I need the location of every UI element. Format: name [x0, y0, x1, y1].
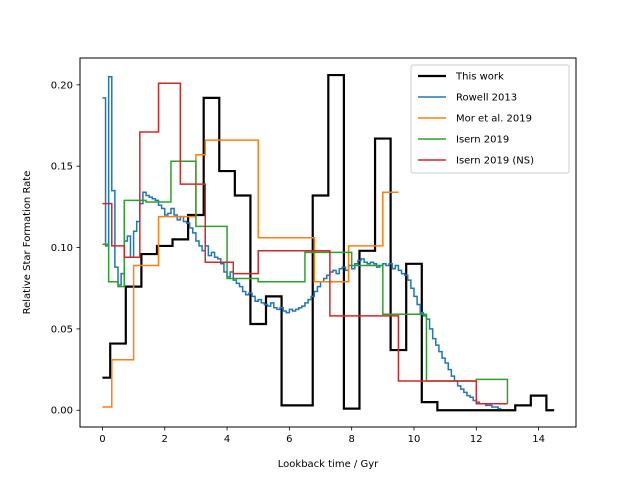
legend: This work Rowell 2013 Mor et al. 2019 Isern… [410, 64, 570, 174]
y-axis: 0.00 0.05 0.10 0.15 0.20 [51, 80, 80, 417]
y-axis-label: Relative Star Formation Rate [22, 171, 33, 315]
x-tick-label: 14 [532, 434, 545, 445]
x-tick-label: 12 [470, 434, 483, 445]
x-tick-label: 6 [286, 434, 292, 445]
x-tick-label: 0 [99, 434, 105, 445]
series-line-0 [102, 73, 555, 412]
x-tick-label: 8 [348, 434, 354, 445]
series-layer [102, 73, 555, 412]
legend-label: Mor et al. 2019 [456, 114, 532, 125]
legend-label: Isern 2019 (NS) [456, 156, 534, 167]
y-tick-label: 0.15 [51, 162, 73, 173]
legend-label: This work [455, 72, 504, 83]
y-tick-label: 0.10 [51, 243, 73, 254]
x-axis: 0 2 4 6 8 10 12 14 [99, 427, 545, 445]
series-line-4 [102, 82, 508, 405]
y-tick-label: 0.20 [51, 80, 73, 91]
y-tick-label: 0.05 [51, 324, 73, 335]
x-tick-label: 10 [408, 434, 421, 445]
axes-frame [79, 57, 577, 428]
series-line-1 [102, 75, 502, 410]
legend-label: Rowell 2013 [456, 93, 517, 104]
legend-label: Isern 2019 [456, 135, 509, 146]
legend-frame [410, 64, 570, 174]
x-tick-label: 2 [162, 434, 168, 445]
x-tick-label: 4 [224, 434, 230, 445]
plot-area [79, 57, 577, 428]
x-axis-label: Lookback time / Gyr [278, 459, 379, 470]
y-tick-label: 0.00 [51, 406, 73, 417]
